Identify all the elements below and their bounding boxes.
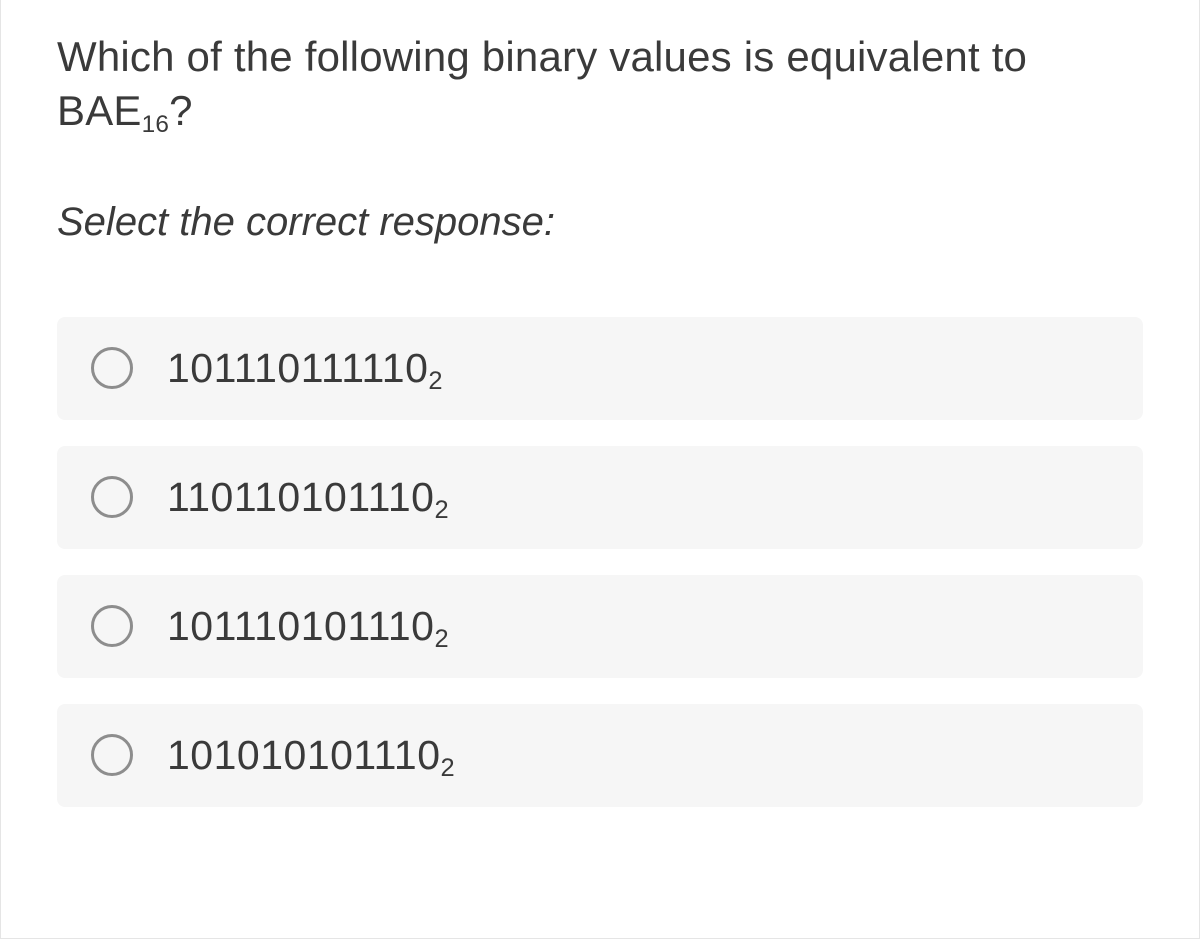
option-subscript: 2 <box>434 625 449 653</box>
option-subscript: 2 <box>434 496 449 524</box>
option-value: 101010101110 <box>167 732 441 778</box>
option-label: 1011101011102 <box>167 603 449 650</box>
radio-icon[interactable] <box>91 734 133 776</box>
option-1[interactable]: 1101101011102 <box>57 446 1143 549</box>
radio-icon[interactable] <box>91 605 133 647</box>
instruction-text: Select the correct response: <box>57 200 1143 245</box>
radio-icon[interactable] <box>91 347 133 389</box>
option-2[interactable]: 1011101011102 <box>57 575 1143 678</box>
question-prefix: Which of the following binary values is … <box>57 33 1027 134</box>
options-list: 1011101111102 1101101011102 101110101110… <box>57 317 1143 807</box>
radio-icon[interactable] <box>91 476 133 518</box>
option-label: 1011101111102 <box>167 345 443 392</box>
option-label: 1101101011102 <box>167 474 449 521</box>
option-value: 101110101110 <box>167 603 434 649</box>
option-subscript: 2 <box>441 754 456 782</box>
question-subscript: 16 <box>142 111 170 138</box>
question-text: Which of the following binary values is … <box>57 30 1143 138</box>
option-0[interactable]: 1011101111102 <box>57 317 1143 420</box>
option-value: 101110111110 <box>167 345 428 391</box>
question-card: Which of the following binary values is … <box>0 0 1200 939</box>
option-subscript: 2 <box>428 367 443 395</box>
option-3[interactable]: 1010101011102 <box>57 704 1143 807</box>
option-label: 1010101011102 <box>167 732 455 779</box>
option-value: 110110101110 <box>167 474 434 520</box>
question-suffix: ? <box>169 87 193 134</box>
